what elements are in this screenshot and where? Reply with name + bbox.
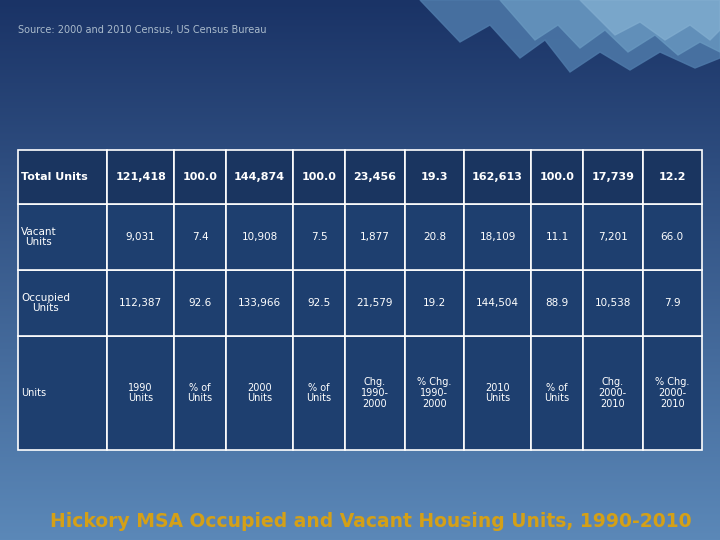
Text: 100.0: 100.0 [183, 172, 217, 182]
Bar [531, 270, 583, 336]
Text: 100.0: 100.0 [539, 172, 575, 182]
Bar [174, 150, 226, 204]
Text: 88.9: 88.9 [545, 298, 569, 308]
Text: 21,579: 21,579 [356, 298, 393, 308]
Text: 19.2: 19.2 [423, 298, 446, 308]
Bar [226, 270, 293, 336]
Bar [345, 150, 405, 204]
Bar [531, 336, 583, 450]
Text: 133,966: 133,966 [238, 298, 282, 308]
Bar [107, 150, 174, 204]
Text: Total Units: Total Units [21, 172, 88, 182]
Bar [345, 270, 405, 336]
Bar [293, 270, 345, 336]
Text: % of
Units: % of Units [188, 383, 212, 403]
Text: 66.0: 66.0 [661, 232, 684, 242]
Bar [583, 336, 642, 450]
Bar [583, 150, 642, 204]
Bar [174, 204, 226, 270]
Bar [18, 204, 107, 270]
Bar [642, 204, 702, 270]
Text: 144,874: 144,874 [234, 172, 285, 182]
Text: 1,877: 1,877 [360, 232, 390, 242]
Text: % of
Units: % of Units [307, 383, 332, 403]
Text: 7.9: 7.9 [664, 298, 680, 308]
Text: 92.6: 92.6 [189, 298, 212, 308]
Text: % Chg.
2000-
2010: % Chg. 2000- 2010 [655, 377, 690, 409]
Text: 10,908: 10,908 [241, 232, 278, 242]
Polygon shape [420, 0, 720, 72]
Bar [583, 204, 642, 270]
Bar [531, 204, 583, 270]
Text: Hickory MSA Occupied and Vacant Housing Units, 1990-2010: Hickory MSA Occupied and Vacant Housing … [50, 512, 692, 531]
Text: 92.5: 92.5 [307, 298, 330, 308]
Text: 7,201: 7,201 [598, 232, 628, 242]
Bar [226, 336, 293, 450]
Bar [642, 150, 702, 204]
Text: 19.3: 19.3 [420, 172, 448, 182]
Bar [405, 336, 464, 450]
Bar [226, 150, 293, 204]
Text: Units: Units [21, 388, 46, 398]
Bar [18, 150, 107, 204]
Bar [464, 336, 531, 450]
Bar [107, 336, 174, 450]
Text: Occupied
Units: Occupied Units [21, 293, 70, 313]
Text: 9,031: 9,031 [126, 232, 156, 242]
Bar [293, 204, 345, 270]
Text: 2010
Units: 2010 Units [485, 383, 510, 403]
Text: 144,504: 144,504 [476, 298, 519, 308]
Text: Chg.
2000-
2010: Chg. 2000- 2010 [599, 377, 627, 409]
Bar [642, 336, 702, 450]
Text: Source: 2000 and 2010 Census, US Census Bureau: Source: 2000 and 2010 Census, US Census … [18, 25, 266, 35]
Bar [18, 336, 107, 450]
Bar [174, 270, 226, 336]
Bar [531, 150, 583, 204]
Text: 7.5: 7.5 [311, 232, 328, 242]
Polygon shape [580, 0, 720, 40]
Bar [345, 204, 405, 270]
Bar [107, 270, 174, 336]
Bar [464, 150, 531, 204]
Text: % of
Units: % of Units [544, 383, 570, 403]
Text: 1990
Units: 1990 Units [128, 383, 153, 403]
Text: 2000
Units: 2000 Units [247, 383, 272, 403]
Bar [293, 336, 345, 450]
Text: 100.0: 100.0 [302, 172, 336, 182]
Text: 121,418: 121,418 [115, 172, 166, 182]
Bar [583, 270, 642, 336]
Bar [293, 150, 345, 204]
Text: Vacant
Units: Vacant Units [21, 227, 57, 247]
Bar [464, 204, 531, 270]
Bar [405, 270, 464, 336]
Text: Chg.
1990-
2000: Chg. 1990- 2000 [361, 377, 389, 409]
Text: 18,109: 18,109 [480, 232, 516, 242]
Polygon shape [500, 0, 720, 55]
Text: 7.4: 7.4 [192, 232, 209, 242]
Bar [18, 270, 107, 336]
Text: 23,456: 23,456 [354, 172, 397, 182]
Bar [345, 336, 405, 450]
Text: 11.1: 11.1 [545, 232, 569, 242]
Text: 162,613: 162,613 [472, 172, 523, 182]
Bar [464, 270, 531, 336]
Bar [174, 336, 226, 450]
Text: % Chg.
1990-
2000: % Chg. 1990- 2000 [417, 377, 451, 409]
Text: 17,739: 17,739 [591, 172, 634, 182]
Bar [642, 270, 702, 336]
Bar [107, 204, 174, 270]
Bar [405, 150, 464, 204]
Text: 10,538: 10,538 [595, 298, 631, 308]
Bar [405, 204, 464, 270]
Text: 20.8: 20.8 [423, 232, 446, 242]
Text: 12.2: 12.2 [659, 172, 686, 182]
Text: 112,387: 112,387 [119, 298, 162, 308]
Bar [226, 204, 293, 270]
